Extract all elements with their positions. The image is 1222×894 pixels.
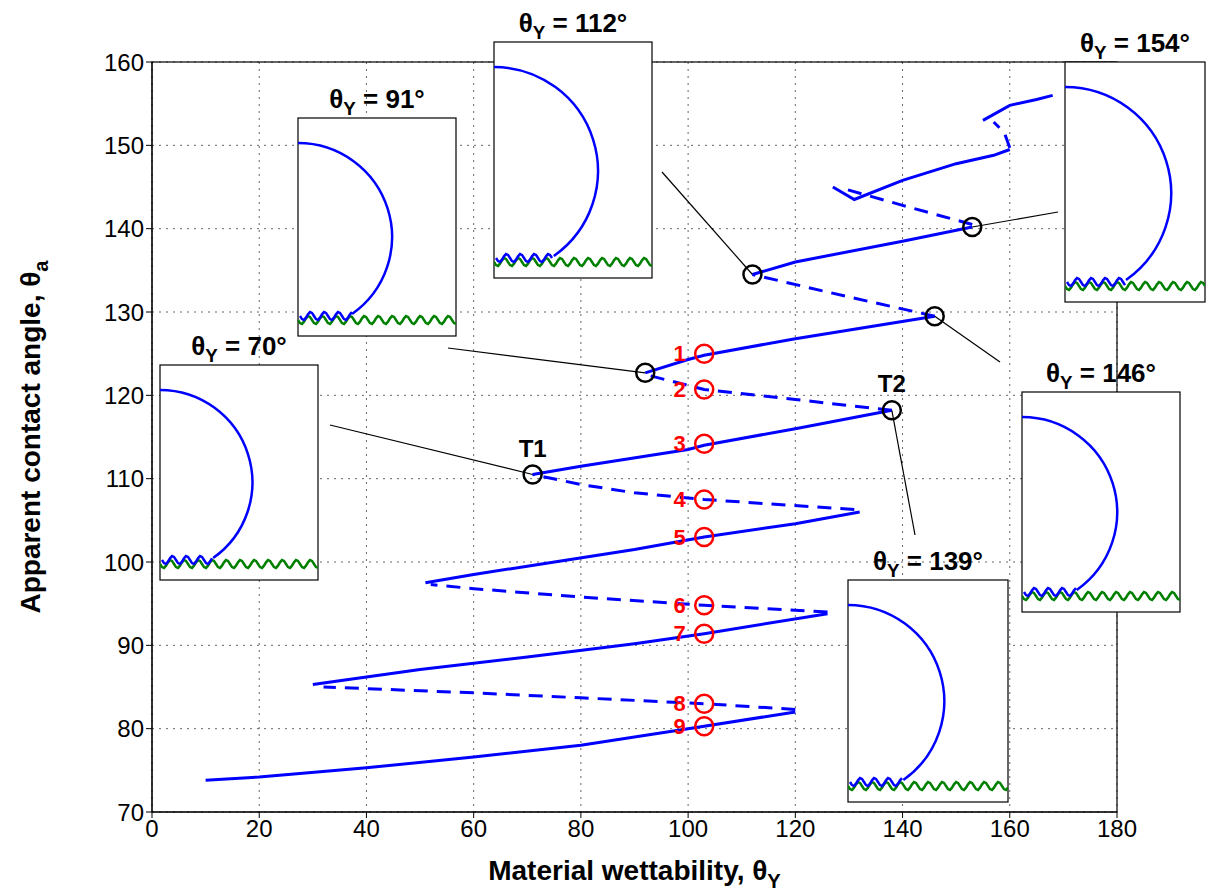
svg-text:110: 110 <box>106 465 144 492</box>
svg-text:60: 60 <box>460 815 487 842</box>
svg-text:130: 130 <box>104 299 144 326</box>
svg-text:θY = 112°: θY = 112° <box>519 8 628 43</box>
svg-text:100: 100 <box>668 815 708 842</box>
svg-text:9: 9 <box>673 714 685 739</box>
svg-text:θY = 139°: θY = 139° <box>873 546 983 581</box>
svg-text:3: 3 <box>673 431 685 456</box>
svg-text:8: 8 <box>673 691 685 716</box>
svg-text:Apparent contact angle, θa: Apparent contact angle, θa <box>15 260 52 614</box>
svg-text:θY = 70°: θY = 70° <box>191 331 287 366</box>
svg-text:90: 90 <box>117 632 144 659</box>
svg-text:150: 150 <box>104 132 144 159</box>
svg-text:80: 80 <box>117 715 144 742</box>
svg-text:80: 80 <box>568 815 595 842</box>
svg-text:T2: T2 <box>878 370 906 397</box>
svg-text:180: 180 <box>1097 815 1137 842</box>
svg-text:θY = 146°: θY = 146° <box>1046 358 1156 393</box>
svg-text:θY = 91°: θY = 91° <box>329 84 425 119</box>
svg-text:5: 5 <box>673 525 685 550</box>
svg-text:20: 20 <box>246 815 273 842</box>
svg-text:70: 70 <box>117 799 144 826</box>
svg-text:7: 7 <box>673 621 685 646</box>
svg-text:Material wettability, θY: Material wettability, θY <box>488 855 781 892</box>
svg-text:40: 40 <box>353 815 380 842</box>
svg-text:6: 6 <box>673 593 685 618</box>
svg-text:120: 120 <box>104 382 144 409</box>
svg-text:4: 4 <box>673 487 686 512</box>
svg-text:160: 160 <box>104 49 144 76</box>
svg-text:T1: T1 <box>519 435 547 462</box>
svg-text:θY = 154°: θY = 154° <box>1080 28 1190 63</box>
svg-text:120: 120 <box>775 815 815 842</box>
svg-text:140: 140 <box>883 815 923 842</box>
svg-text:160: 160 <box>990 815 1030 842</box>
svg-text:140: 140 <box>104 215 144 242</box>
svg-text:1: 1 <box>673 341 685 366</box>
svg-text:0: 0 <box>145 815 158 842</box>
svg-text:100: 100 <box>104 549 144 576</box>
svg-text:2: 2 <box>673 377 685 402</box>
